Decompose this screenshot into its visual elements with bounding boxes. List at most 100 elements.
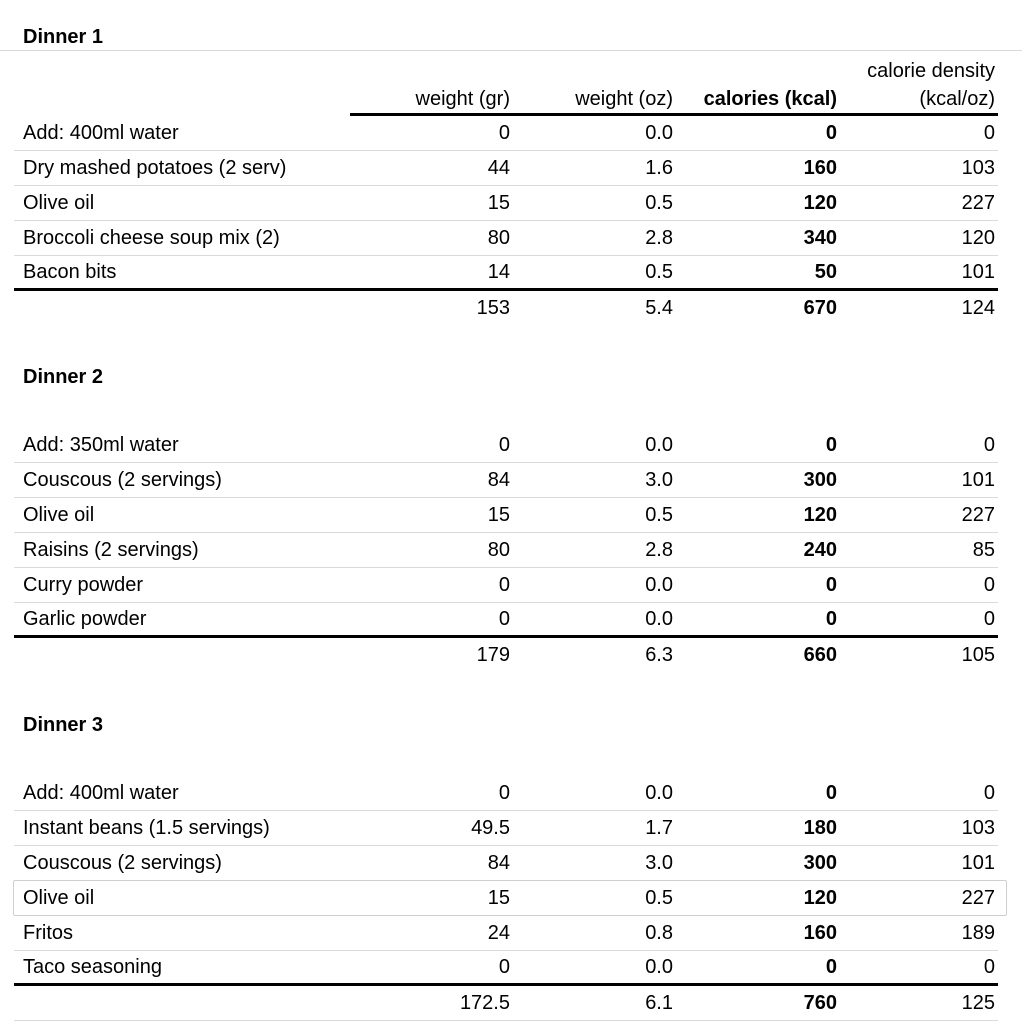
item-cell: Bacon bits bbox=[23, 260, 117, 283]
total-density-cell: 124 bbox=[961, 297, 995, 319]
weight-gr-cell: 15 bbox=[487, 503, 510, 526]
calories-cell: 160 bbox=[803, 156, 837, 179]
density-cell: 227 bbox=[961, 503, 995, 526]
totals-row: 172.5 6.1 760 125 bbox=[14, 986, 998, 1021]
total-weight-gr-cell: 172.5 bbox=[459, 991, 510, 1014]
totals-row: 179 6.3 660 105 bbox=[14, 638, 998, 673]
density-cell: 0 bbox=[983, 121, 995, 144]
table-row: Add: 400ml water 0 0.0 0 0 bbox=[14, 776, 998, 811]
item-cell: Add: 400ml water bbox=[23, 781, 179, 804]
weight-oz-cell: 1.7 bbox=[645, 816, 673, 839]
total-calories-cell: 760 bbox=[803, 991, 837, 1014]
weight-oz-cell: 0.5 bbox=[645, 503, 673, 526]
weight-oz-cell: 0.0 bbox=[645, 607, 673, 630]
calorie-density-column-header: calorie density (kcal/oz) bbox=[840, 57, 998, 116]
total-weight-oz-cell: 5.4 bbox=[645, 297, 673, 319]
dinner-2-table: Add: 350ml water 0 0.0 0 0 Couscous (2 servin… bbox=[14, 428, 998, 673]
density-cell: 227 bbox=[961, 886, 995, 909]
density-cell: 101 bbox=[961, 468, 995, 491]
weight-oz-cell: 0.5 bbox=[645, 191, 673, 214]
weight-gr-column-header-label: weight (gr) bbox=[415, 88, 510, 110]
weight-gr-column-header: weight (gr) bbox=[350, 57, 513, 116]
weight-gr-cell: 84 bbox=[487, 468, 510, 491]
item-cell: Couscous (2 servings) bbox=[23, 851, 222, 874]
density-cell: 85 bbox=[972, 538, 995, 561]
weight-oz-cell: 0.0 bbox=[645, 573, 673, 596]
calories-cell: 120 bbox=[803, 503, 837, 526]
weight-oz-cell: 0.0 bbox=[645, 433, 673, 456]
weight-oz-cell: 3.0 bbox=[645, 851, 673, 874]
density-cell: 0 bbox=[983, 433, 995, 456]
table-row: Broccoli cheese soup mix (2) 80 2.8 340 120 bbox=[14, 221, 998, 256]
item-cell: Taco seasoning bbox=[23, 955, 162, 978]
dinner-1-table: Add: 400ml water 0 0.0 0 0 Dry mashed potatoe… bbox=[14, 116, 998, 326]
total-density-cell: 105 bbox=[961, 644, 995, 666]
weight-gr-cell: 0 bbox=[498, 955, 510, 978]
table-row: Add: 350ml water 0 0.0 0 0 bbox=[14, 428, 998, 463]
calories-column-header: calories (kcal) bbox=[676, 57, 840, 116]
weight-oz-cell: 0.8 bbox=[645, 921, 673, 944]
dinner-3-table: Add: 400ml water 0 0.0 0 0 Instant beans (1.5… bbox=[13, 776, 1007, 1021]
weight-oz-cell: 0.0 bbox=[645, 121, 673, 144]
weight-gr-cell: 84 bbox=[487, 851, 510, 874]
weight-oz-cell: 1.6 bbox=[645, 156, 673, 179]
weight-oz-cell: 0.0 bbox=[645, 781, 673, 804]
table-row: Fritos 24 0.8 160 189 bbox=[14, 916, 998, 951]
weight-gr-cell: 15 bbox=[487, 191, 510, 214]
table-row: Couscous (2 servings) 84 3.0 300 101 bbox=[14, 846, 998, 881]
item-cell: Curry powder bbox=[23, 573, 144, 596]
table-row: Couscous (2 servings) 84 3.0 300 101 bbox=[14, 463, 998, 498]
total-weight-oz-cell: 6.1 bbox=[645, 991, 673, 1014]
calories-cell: 50 bbox=[814, 260, 837, 283]
weight-gr-cell: 15 bbox=[487, 886, 510, 909]
weight-gr-cell: 24 bbox=[487, 921, 510, 944]
item-cell: Olive oil bbox=[23, 191, 95, 214]
item-cell: Add: 350ml water bbox=[23, 433, 179, 456]
weight-oz-cell: 0.5 bbox=[645, 260, 673, 283]
weight-gr-cell: 0 bbox=[498, 121, 510, 144]
calories-cell: 0 bbox=[825, 433, 837, 456]
calories-column-header-label: calories (kcal) bbox=[703, 88, 837, 110]
table-row: Instant beans (1.5 servings) 49.5 1.7 180 10… bbox=[14, 811, 998, 846]
density-cell: 101 bbox=[961, 851, 995, 874]
calories-cell: 0 bbox=[825, 781, 837, 804]
density-cell: 120 bbox=[961, 226, 995, 249]
item-cell: Olive oil bbox=[23, 503, 95, 526]
section-title: Dinner 2 bbox=[23, 366, 104, 388]
item-cell: Dry mashed potatoes (2 serv) bbox=[23, 156, 287, 179]
frozen-row-divider bbox=[0, 50, 1022, 51]
weight-gr-cell: 44 bbox=[487, 156, 510, 179]
weight-oz-cell: 2.8 bbox=[645, 226, 673, 249]
weight-gr-cell: 49.5 bbox=[471, 816, 510, 839]
total-weight-gr-cell: 153 bbox=[476, 297, 510, 319]
weight-gr-cell: 0 bbox=[498, 607, 510, 630]
density-cell: 0 bbox=[983, 781, 995, 804]
calories-cell: 0 bbox=[825, 955, 837, 978]
calorie-density-column-header-line2: (kcal/oz) bbox=[919, 88, 995, 110]
table-row: Garlic powder 0 0.0 0 0 bbox=[14, 603, 998, 638]
calories-cell: 120 bbox=[803, 886, 837, 909]
item-cell: Olive oil bbox=[23, 886, 95, 909]
density-cell: 189 bbox=[961, 921, 995, 944]
calories-cell: 0 bbox=[825, 607, 837, 630]
table-row: Olive oil 15 0.5 120 227 bbox=[14, 186, 998, 221]
section-title: Dinner 3 bbox=[23, 714, 104, 736]
calories-cell: 240 bbox=[803, 538, 837, 561]
calories-cell: 120 bbox=[803, 191, 837, 214]
weight-oz-cell: 2.8 bbox=[645, 538, 673, 561]
table-row: Add: 400ml water 0 0.0 0 0 bbox=[14, 116, 998, 151]
item-cell: Couscous (2 servings) bbox=[23, 468, 222, 491]
calories-cell: 300 bbox=[803, 468, 837, 491]
item-cell: Raisins (2 servings) bbox=[23, 538, 199, 561]
table-row: Olive oil 15 0.5 120 227 bbox=[14, 498, 998, 533]
column-header-row: weight (gr) weight (oz) calories (kcal) … bbox=[14, 57, 998, 116]
weight-gr-cell: 80 bbox=[487, 226, 510, 249]
density-cell: 0 bbox=[983, 955, 995, 978]
weight-oz-cell: 0.5 bbox=[645, 886, 673, 909]
calorie-density-column-header-line1: calorie density bbox=[867, 60, 995, 82]
table-row: Raisins (2 servings) 80 2.8 240 85 bbox=[14, 533, 998, 568]
weight-oz-cell: 0.0 bbox=[645, 955, 673, 978]
item-cell: Instant beans (1.5 servings) bbox=[23, 816, 270, 839]
item-cell: Add: 400ml water bbox=[23, 121, 179, 144]
